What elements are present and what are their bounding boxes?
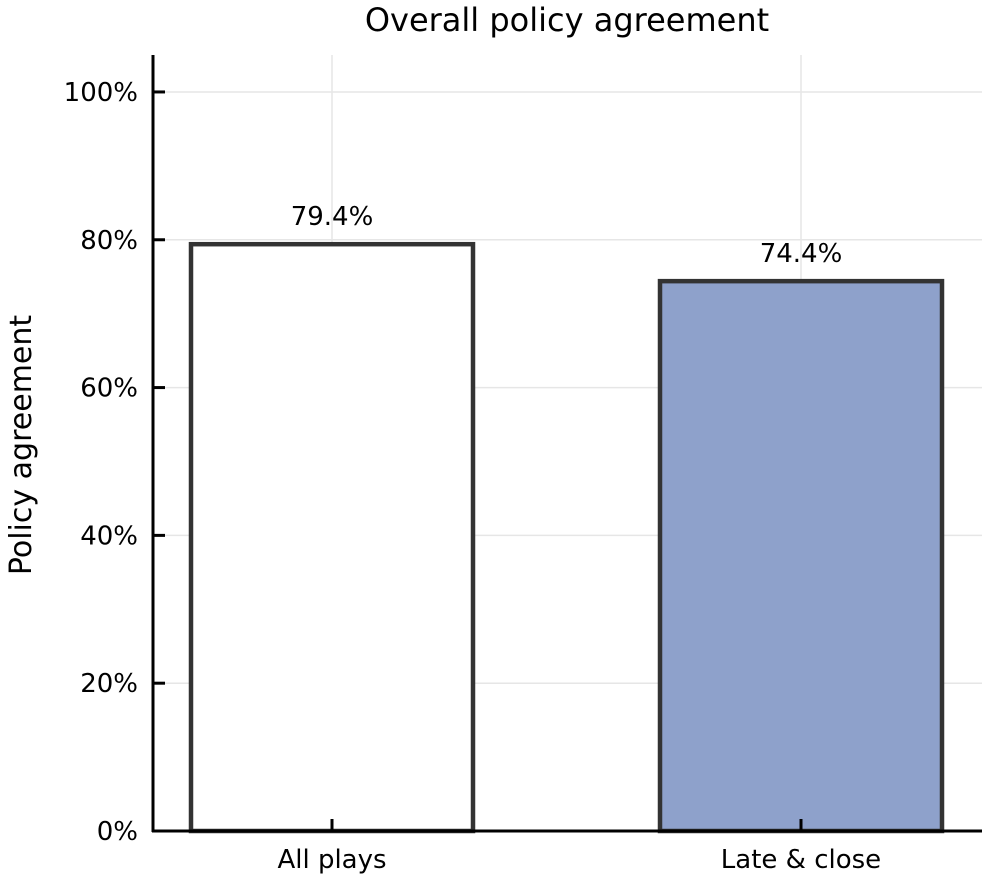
axes — [151, 55, 982, 833]
x-tick-label: Late & close — [721, 845, 881, 875]
y-tick-label: 20% — [80, 669, 138, 699]
y-tick-label: 100% — [64, 78, 138, 108]
bar-late-close — [657, 278, 945, 834]
y-tick-label: 0% — [97, 817, 138, 847]
data-label: 79.4% — [291, 202, 374, 232]
chart-title: Overall policy agreement — [365, 1, 769, 39]
y-tick-label: 80% — [80, 226, 138, 256]
bar-all-plays — [188, 241, 476, 834]
bars — [188, 241, 945, 834]
data-label: 74.4% — [760, 239, 843, 269]
y-axis-ticks: 0% 20% 40% 60% 80% 100% — [64, 78, 165, 847]
y-axis-label: Policy agreement — [4, 315, 39, 576]
data-labels: 79.4% 74.4% — [291, 202, 843, 269]
x-axis-ticks: All plays Late & close — [277, 819, 881, 875]
x-tick-label: All plays — [277, 845, 386, 875]
y-tick-label: 40% — [80, 521, 138, 551]
y-tick-label: 60% — [80, 374, 138, 404]
